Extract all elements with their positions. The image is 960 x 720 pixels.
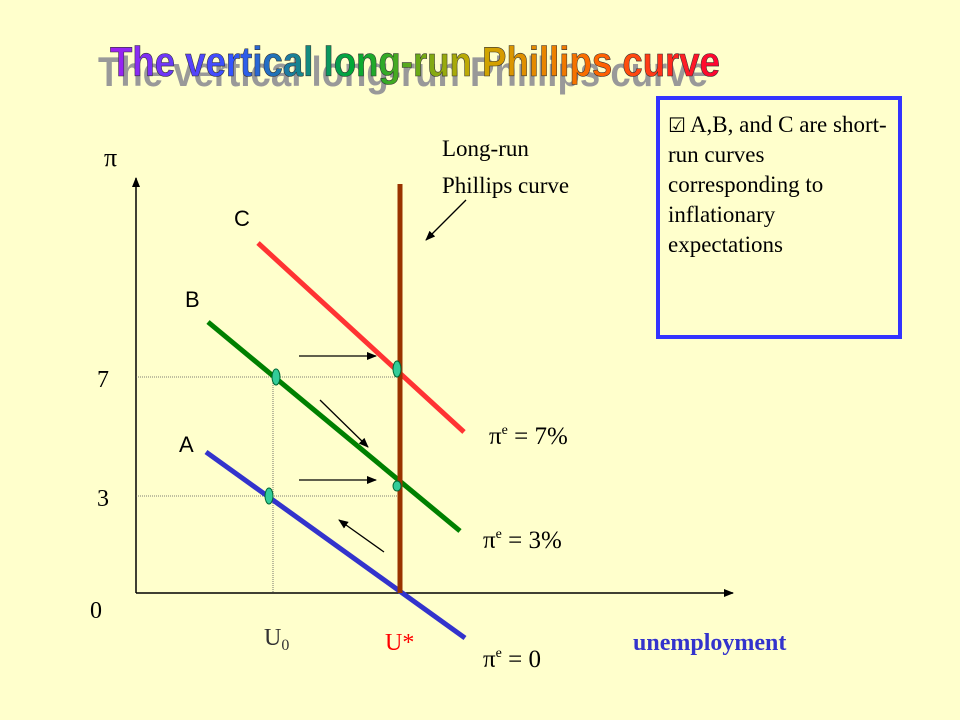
curve-a	[204, 449, 467, 641]
curve-c-letter: C	[234, 206, 250, 231]
explanation-text: A,B, and C are short-run curves correspo…	[668, 112, 887, 257]
curve-c	[256, 241, 466, 434]
x-tick-u0: U0	[264, 625, 289, 654]
curve-a-expectation: πe = 0	[483, 646, 541, 673]
curve-b	[206, 320, 462, 533]
arrow-lrpc-pointer	[425, 199, 467, 241]
curve-b-letter: B	[185, 287, 200, 312]
point-b-u0	[271, 368, 281, 386]
y-tick-7: 7	[97, 367, 109, 393]
checkbox-icon: ☑	[668, 113, 686, 137]
y-tick-3: 3	[97, 486, 109, 512]
curve-c-expectation: πe = 7%	[489, 423, 568, 450]
arrow-down-diag	[319, 399, 369, 448]
curve-b-expectation: πe = 3%	[483, 527, 562, 554]
y-axis-symbol: π	[104, 143, 117, 172]
title: The vertical long-run Phillips curve	[110, 38, 720, 85]
explanation-box: ☑ A,B, and C are short-run curves corresp…	[656, 96, 902, 339]
lrpc-label: Long-run Phillips curve	[442, 136, 569, 198]
x-tick-ustar: U*	[385, 630, 414, 656]
point-c-ustar	[392, 360, 402, 378]
point-b-ustar	[392, 480, 402, 492]
point-a-u0	[264, 487, 274, 505]
origin-label: 0	[90, 598, 102, 624]
arrow-back-diag	[338, 519, 385, 553]
x-axis-label: unemployment	[633, 630, 786, 656]
curve-a-letter: A	[179, 432, 194, 457]
title-shadow: The vertical long-run Phillips curve	[98, 48, 708, 95]
